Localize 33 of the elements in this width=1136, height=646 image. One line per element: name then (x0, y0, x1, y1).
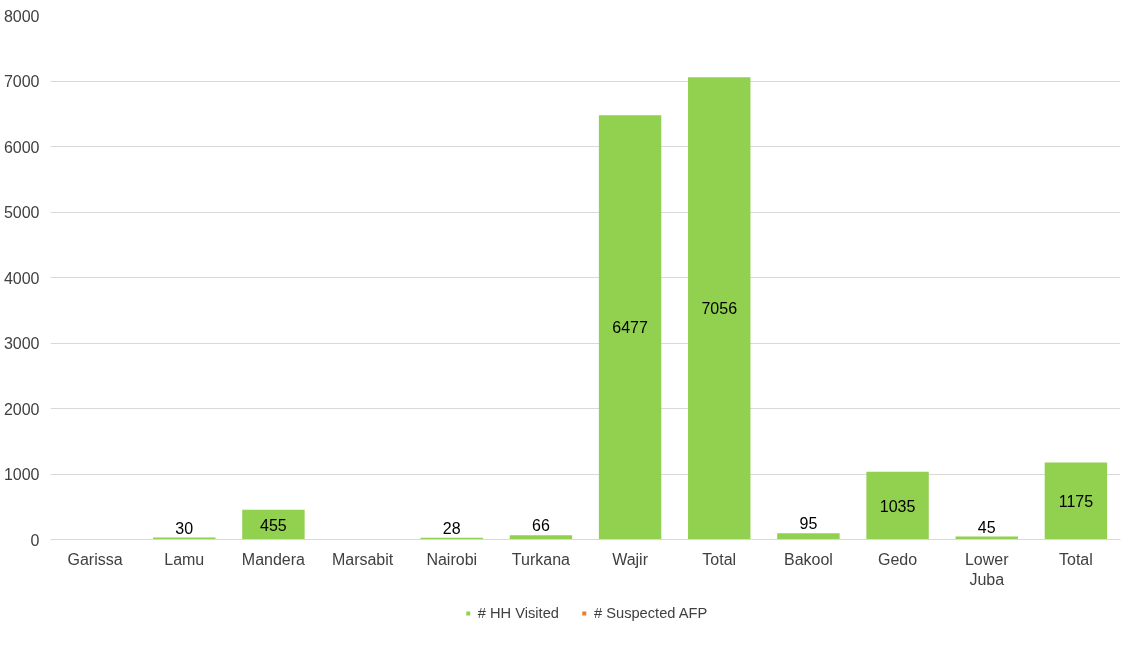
y-tick-label: 6000 (3, 138, 40, 156)
data-label: 1035 (879, 497, 916, 515)
data-label: 66 (532, 517, 550, 535)
y-tick-label: 2000 (3, 400, 40, 418)
x-tick-label: Nairobi (426, 550, 478, 568)
y-tick-label: 0 (30, 531, 40, 549)
legend-label: # Suspected AFP (593, 604, 708, 621)
data-label: 7056 (701, 300, 738, 318)
x-tick-label: Wajir (612, 550, 649, 568)
data-label: 6477 (612, 319, 648, 337)
x-tick-label: Total (702, 550, 737, 568)
x-tick-label: Mandera (241, 550, 306, 568)
data-label: 455 (260, 516, 287, 534)
x-tick-label: Bakool (783, 550, 833, 568)
y-tick-label: 3000 (3, 335, 40, 352)
x-tick-label: Total (1059, 550, 1093, 568)
legend-label: # HH Visited (477, 604, 559, 621)
y-tick-label: 7000 (3, 73, 40, 90)
data-label: 30 (175, 519, 194, 537)
data-label: 28 (442, 519, 461, 537)
x-tick-label: Lower Juba (964, 550, 1010, 588)
x-tick-label: Garissa (67, 550, 123, 568)
x-tick-label: Lamu (164, 550, 205, 568)
data-label: 45 (977, 518, 996, 536)
y-tick-label: 8000 (3, 7, 40, 25)
data-label: 95 (799, 515, 818, 533)
x-tick-label: Marsabit (331, 550, 394, 568)
y-tick-label: 5000 (3, 204, 40, 221)
data-label: 1175 (1058, 493, 1094, 511)
y-tick-label: 1000 (3, 466, 40, 483)
x-tick-label: Turkana (511, 550, 571, 568)
y-tick-label: 4000 (3, 269, 40, 287)
x-tick-label: Gedo (878, 550, 918, 568)
